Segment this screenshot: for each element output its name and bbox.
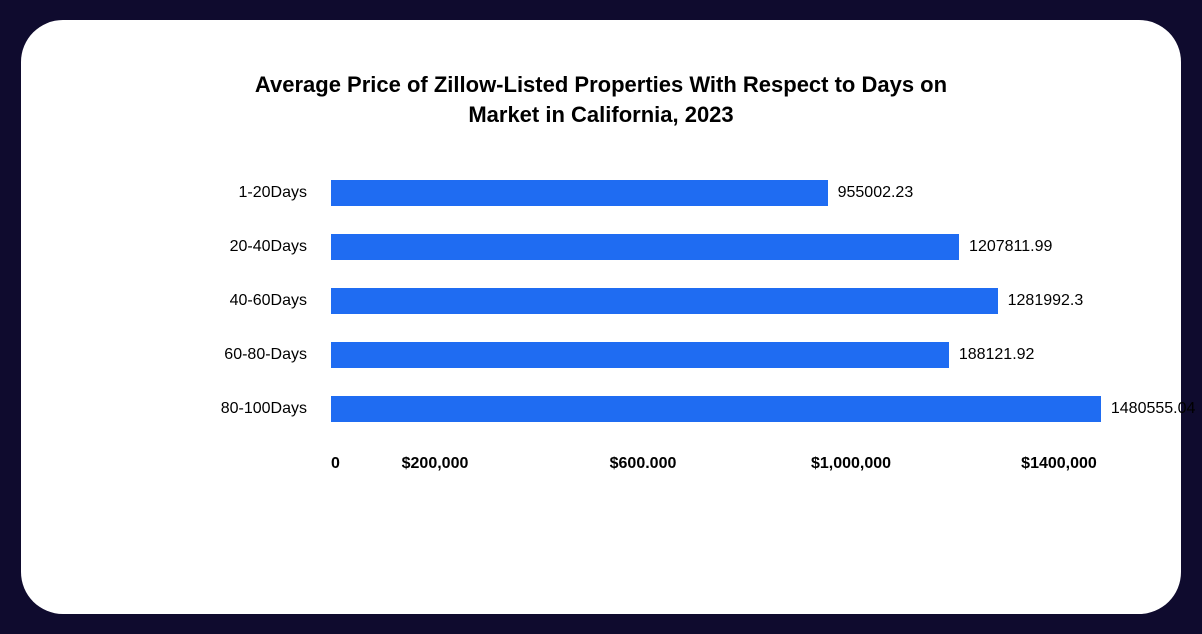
bar-track: 1281992.3	[331, 288, 1111, 314]
bar	[331, 342, 949, 368]
bar-track: 955002.23	[331, 180, 1111, 206]
y-axis-label: 80-100Days	[91, 400, 331, 418]
bar-value-label: 1207811.99	[969, 238, 1052, 256]
chart-title-line1: Average Price of Zillow-Listed Propertie…	[255, 72, 947, 97]
chart-title-line2: Market in California, 2023	[468, 102, 733, 127]
y-axis-label: 20-40Days	[91, 238, 331, 256]
y-axis-label: 1-20Days	[91, 184, 331, 202]
x-axis-tick: $1400,000	[1021, 455, 1097, 473]
chart-row: 80-100Days1480555.04	[91, 385, 1111, 433]
bar-value-label: 1281992.3	[1008, 292, 1084, 310]
x-axis-tick: $600.000	[610, 455, 677, 473]
bar-value-label: 1480555.04	[1111, 400, 1196, 418]
x-axis-tick: 0	[331, 455, 340, 473]
x-axis: 0 $200,000 $600.000 $1,000,000 $1400,000	[91, 455, 1111, 479]
chart-area: 1-20Days 955002.23 20-40Days 1207811.99 40-6…	[91, 169, 1111, 489]
bar-track: 188121.92	[331, 342, 1111, 368]
y-axis-label: 40-60Days	[91, 292, 331, 310]
chart-row: 40-60Days 1281992.3	[91, 277, 1111, 325]
y-axis-label: 60-80-Days	[91, 346, 331, 364]
x-axis-tick: $1,000,000	[811, 455, 891, 473]
chart-row: 60-80-Days 188121.92	[91, 331, 1111, 379]
bar	[331, 180, 828, 206]
chart-title: Average Price of Zillow-Listed Propertie…	[241, 70, 961, 129]
chart-row: 20-40Days 1207811.99	[91, 223, 1111, 271]
chart-card: Average Price of Zillow-Listed Propertie…	[21, 20, 1181, 614]
bar-value-label: 188121.92	[959, 346, 1035, 364]
bar	[331, 288, 998, 314]
bar	[331, 234, 959, 260]
bar-track: 1480555.04	[331, 396, 1111, 422]
bar	[331, 396, 1101, 422]
x-axis-tick: $200,000	[402, 455, 469, 473]
bar-value-label: 955002.23	[838, 184, 914, 202]
chart-row: 1-20Days 955002.23	[91, 169, 1111, 217]
bar-track: 1207811.99	[331, 234, 1111, 260]
